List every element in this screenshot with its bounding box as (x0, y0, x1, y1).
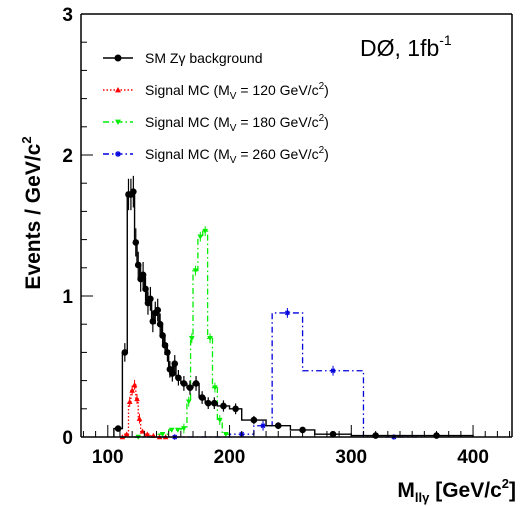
data-point (232, 405, 239, 413)
data-point (159, 332, 166, 339)
data-point (161, 342, 169, 349)
series-0 (113, 175, 474, 439)
legend-label: Signal MC (MV = 120 GeV/c2) (145, 81, 329, 102)
data-point (185, 399, 192, 405)
data-point (188, 336, 195, 342)
legend-label: Signal MC (MV = 180 GeV/c2) (145, 113, 329, 134)
data-point (168, 427, 175, 433)
data-point (142, 285, 149, 293)
x-tick-label: 100 (92, 447, 124, 468)
data-point (132, 239, 140, 246)
legend-item-1: Signal MC (MV = 120 GeV/c2) (103, 81, 329, 102)
data-point (154, 306, 162, 314)
data-point (156, 320, 164, 328)
x-axis-title: Mllγ [GeV/c2] (397, 476, 516, 505)
data-point (171, 360, 179, 367)
data-point (299, 426, 306, 434)
y-tick-label: 3 (62, 5, 73, 26)
data-point (115, 87, 121, 93)
data-point (134, 396, 140, 402)
data-point (192, 380, 200, 387)
data-point (186, 384, 194, 391)
data-point (223, 431, 229, 437)
plot-background (81, 14, 512, 437)
data-point (197, 234, 204, 240)
experiment-annotation: DØ, 1fb-1 (360, 32, 452, 61)
data-point (260, 422, 266, 429)
data-point (130, 188, 137, 195)
data-point (131, 382, 138, 388)
data-point (181, 426, 187, 432)
data-point (134, 261, 142, 269)
data-point (220, 402, 227, 410)
data-point (115, 151, 121, 157)
legend-item-2: Signal MC (MV = 180 GeV/c2) (103, 113, 329, 134)
legend-label: SM Zγ background (145, 50, 263, 66)
data-point (149, 318, 157, 325)
y-tick-label: 0 (62, 428, 73, 449)
legend-label: Signal MC (MV = 260 GeV/c2) (145, 145, 329, 166)
data-point (329, 430, 337, 438)
axes-layer: 100 200 300 400 0 1 2 3 (62, 5, 513, 468)
data-point (126, 398, 133, 404)
data-point (115, 119, 121, 125)
data-point (174, 427, 181, 433)
data-point (274, 422, 282, 430)
y-axis-title: Events / GeV/c2 (19, 136, 45, 289)
data-point (250, 416, 258, 424)
data-point (129, 387, 135, 393)
data-point (284, 310, 291, 316)
data-point (121, 349, 129, 356)
data-point (180, 380, 188, 387)
plot-area (81, 14, 512, 437)
data-point (159, 431, 166, 437)
y-tick-label: 1 (62, 287, 73, 308)
x-tick-label: 400 (457, 447, 489, 468)
data-point (164, 349, 171, 356)
legend-item-3: Signal MC (MV = 260 GeV/c2) (103, 145, 329, 166)
data-point (192, 268, 199, 274)
data-point (139, 271, 147, 279)
labels-layer: Mllγ [GeV/c2] Events / GeV/c2 DØ, 1fb-1 (19, 32, 516, 505)
data-point (202, 228, 208, 234)
data-point (212, 385, 218, 391)
y-tick-label: 2 (62, 146, 73, 167)
data-point (198, 394, 206, 401)
data-point (114, 54, 122, 62)
data-point (123, 431, 130, 437)
legend-item-0: SM Zγ background (103, 50, 263, 66)
legend: SM Zγ background Signal MC (MV = 120 GeV/… (103, 50, 329, 166)
data-point (144, 431, 151, 437)
x-tick-label: 200 (214, 447, 246, 468)
data-point (207, 336, 213, 342)
data-point (136, 415, 143, 421)
data-point (216, 417, 223, 423)
data-point (175, 374, 182, 382)
series-layer (113, 175, 474, 440)
data-point (204, 399, 212, 407)
data-point (211, 399, 218, 407)
x-tick-label: 300 (335, 447, 367, 468)
data-point (147, 295, 154, 303)
data-point (330, 367, 336, 374)
data-point (114, 425, 122, 432)
data-point (169, 370, 176, 377)
